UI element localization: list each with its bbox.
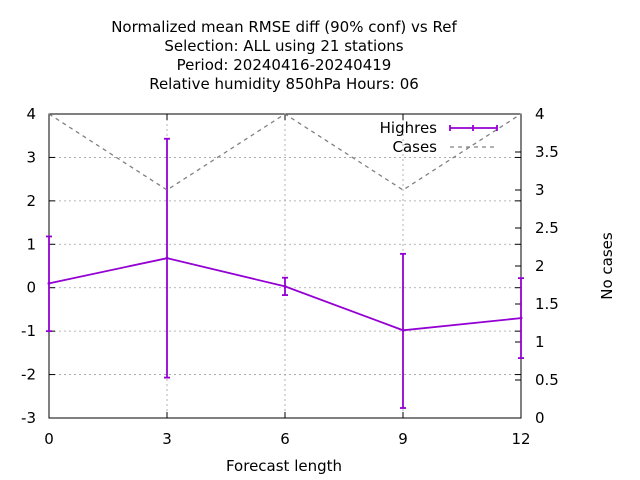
y-tick-label: 4	[26, 105, 36, 123]
y-tick-label: 0	[26, 279, 36, 297]
y-tick-label: -2	[21, 366, 36, 384]
x-tick-label: 6	[280, 430, 290, 448]
y2-tick-label: 3	[535, 181, 545, 199]
y2-tick-label: 1.5	[535, 295, 559, 313]
chart-title: Normalized mean RMSE diff (90% conf) vs …	[111, 18, 457, 93]
data-point	[401, 328, 405, 332]
y2-axis-ticks: 0 0.5 1 1.5 2 2.5 3 3.5 4	[515, 105, 559, 427]
y-tick-label: -3	[21, 409, 36, 427]
data-point	[283, 284, 287, 288]
title-line: Normalized mean RMSE diff (90% conf) vs …	[111, 18, 457, 36]
data-point	[519, 316, 523, 320]
y-tick-label: 2	[26, 192, 36, 210]
x-axis-label: Forecast length	[226, 457, 342, 475]
grid	[49, 114, 521, 418]
x-tick-label: 3	[162, 430, 172, 448]
y-tick-label: -1	[21, 322, 36, 340]
y2-tick-label: 3.5	[535, 143, 559, 161]
x-tick-label: 0	[44, 430, 54, 448]
title-line: Period: 20240416-20240419	[177, 56, 392, 74]
y-tick-label: 3	[26, 148, 36, 166]
title-line: Relative humidity 850hPa Hours: 06	[149, 75, 419, 93]
y2-tick-label: 0.5	[535, 371, 559, 389]
y2-axis-label: No cases	[598, 232, 616, 300]
y-axis-ticks: -3 -2 -1 0 1 2 3 4	[21, 105, 521, 427]
data-point	[165, 256, 169, 260]
y2-tick-label: 0	[535, 409, 545, 427]
data-point	[47, 281, 51, 285]
legend-label: Highres	[380, 119, 438, 137]
y2-tick-label: 1	[535, 333, 545, 351]
y2-tick-label: 2	[535, 257, 545, 275]
x-tick-label: 12	[511, 430, 530, 448]
legend-label: Cases	[392, 138, 437, 156]
y2-tick-label: 2.5	[535, 219, 559, 237]
y2-tick-label: 4	[535, 105, 545, 123]
x-tick-label: 9	[398, 430, 408, 448]
x-axis-ticks: 0 3 6 9 12	[44, 114, 531, 448]
series	[46, 113, 524, 409]
y-tick-label: 1	[26, 235, 36, 253]
series-line-cases	[48, 113, 522, 191]
title-line: Selection: ALL using 21 stations	[164, 37, 403, 55]
